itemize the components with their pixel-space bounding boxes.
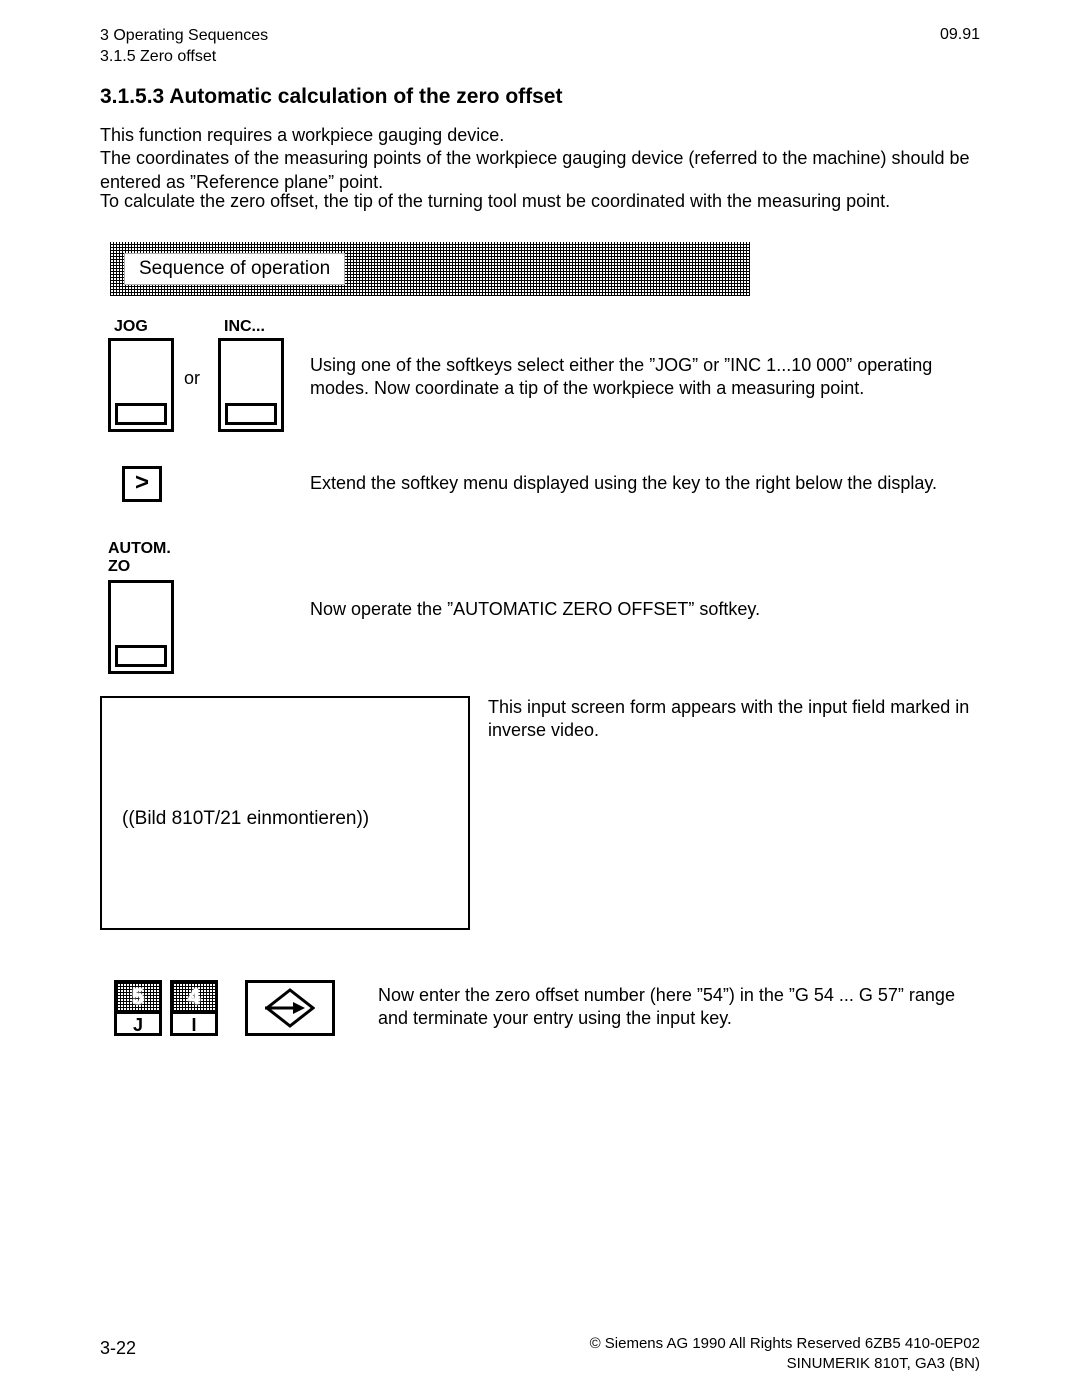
intro-paragraph-1: This function requires a workpiece gaugi…: [100, 124, 980, 194]
inc-softkey-icon: [218, 338, 284, 432]
jog-softkey-icon: [108, 338, 174, 432]
inc-label: INC...: [224, 318, 265, 336]
enter-key-icon: [245, 980, 335, 1036]
page: 3 Operating Sequences 3.1.5 Zero offset …: [0, 0, 1080, 1397]
numkey-5: 5 J: [114, 980, 162, 1036]
jog-label: JOG: [114, 318, 148, 336]
screen-form-text: ((Bild 810T/21 einmontieren)): [122, 808, 369, 829]
header-subsection: 3.1.5 Zero offset: [100, 47, 268, 68]
header-left: 3 Operating Sequences 3.1.5 Zero offset: [100, 26, 268, 68]
sequence-label: Sequence of operation: [124, 253, 345, 285]
or-text: or: [184, 368, 200, 389]
footer-copyright: © Siemens AG 1990 All Rights Reserved 6Z…: [590, 1334, 980, 1354]
header-chapter: 3 Operating Sequences: [100, 26, 268, 47]
footer-right: © Siemens AG 1990 All Rights Reserved 6Z…: [590, 1334, 980, 1373]
sequence-banner: Sequence of operation: [110, 242, 750, 296]
section-heading: 3.1.5.3 Automatic calculation of the zer…: [100, 85, 562, 109]
numkey-4-bot: I: [173, 1011, 215, 1036]
autom-zo-softkey-icon: [108, 580, 174, 674]
extend-symbol: >: [135, 469, 149, 496]
step3-text: Now operate the ”AUTOMATIC ZERO OFFSET” …: [310, 598, 970, 621]
screen-form-placeholder: ((Bild 810T/21 einmontieren)): [100, 696, 470, 930]
autom-zo-label: AUTOM. ZO: [108, 540, 171, 575]
step1-text: Using one of the softkeys select either …: [310, 354, 970, 401]
numkey-4-top: 4: [173, 983, 215, 1011]
extend-key-icon: >: [122, 466, 162, 502]
footer-product: SINUMERIK 810T, GA3 (BN): [590, 1354, 980, 1374]
enter-arrow-icon: [265, 988, 315, 1028]
step5-text: Now enter the zero offset number (here ”…: [378, 984, 960, 1031]
header-date: 09.91: [940, 26, 980, 44]
step2-text: Extend the softkey menu displayed using …: [310, 472, 970, 495]
numkey-5-top: 5: [117, 983, 159, 1011]
numkey-5-bot: J: [117, 1011, 159, 1036]
intro-paragraph-2: To calculate the zero offset, the tip of…: [100, 190, 980, 213]
footer-page-number: 3-22: [100, 1338, 136, 1359]
numkey-4: 4 I: [170, 980, 218, 1036]
screen-form-caption: This input screen form appears with the …: [488, 696, 980, 743]
